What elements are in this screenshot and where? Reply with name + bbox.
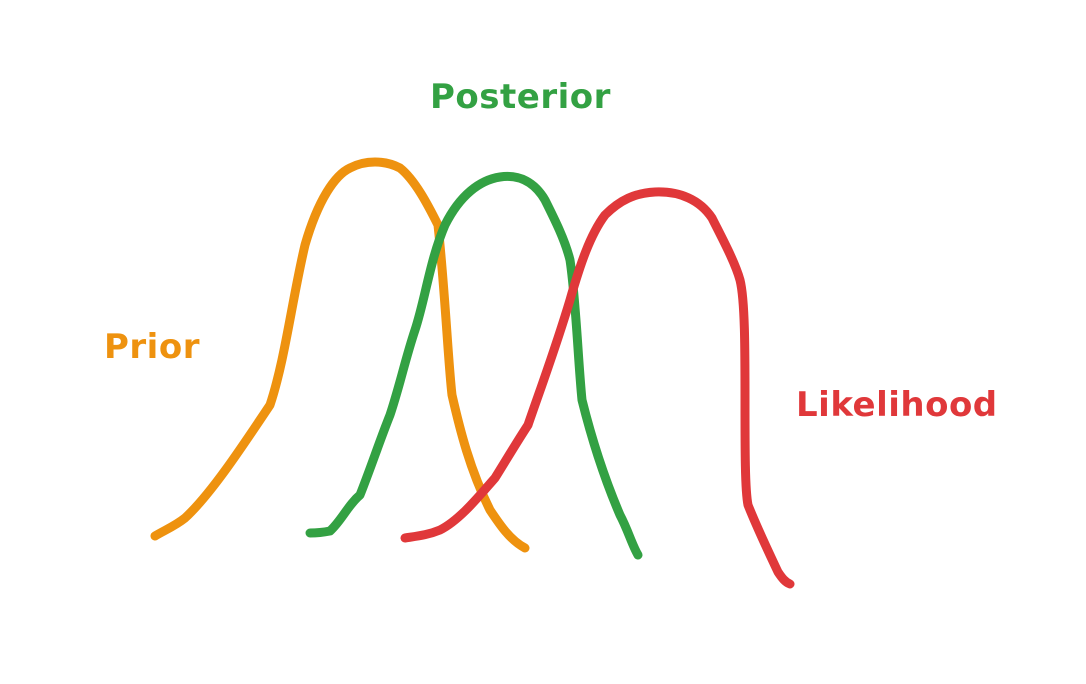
likelihood-label: Likelihood [796, 385, 998, 425]
likelihood-curve [400, 187, 795, 589]
posterior-label: Posterior [430, 77, 611, 117]
posterior-curve [305, 171, 643, 560]
prior-curve [150, 157, 530, 553]
prior-label: Prior [104, 327, 200, 367]
